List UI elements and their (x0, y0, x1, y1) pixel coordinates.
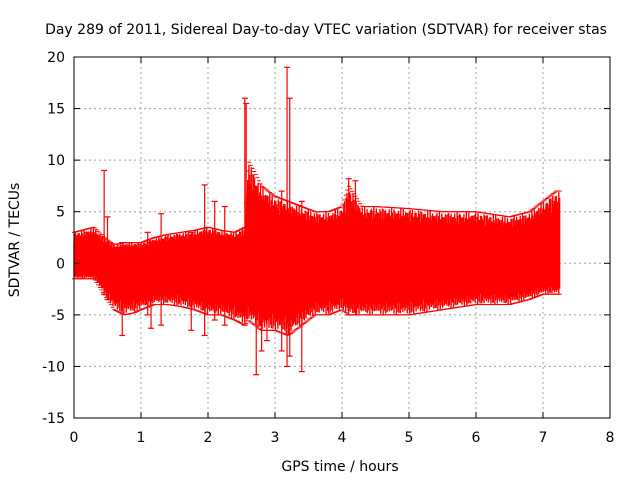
x-tick-label: 5 (405, 430, 414, 446)
y-axis-label: SDTVAR / TECUs (7, 183, 23, 298)
x-tick-label: 8 (606, 430, 615, 446)
x-tick-label: 0 (70, 430, 79, 446)
y-tick-label: 15 (47, 102, 65, 118)
y-tick-label: 0 (56, 256, 65, 272)
x-tick-label: 4 (338, 430, 347, 446)
y-tick-label: 20 (47, 50, 65, 66)
y-tick-label: 5 (56, 205, 65, 221)
x-tick-label: 3 (271, 430, 280, 446)
data-series (72, 66, 562, 376)
x-axis-label: GPS time / hours (281, 459, 398, 475)
x-tick-label: 2 (204, 430, 213, 446)
x-tick-label: 7 (539, 430, 548, 446)
y-tick-label: -5 (51, 308, 65, 324)
x-tick-label: 6 (472, 430, 481, 446)
x-tick-label: 1 (137, 430, 146, 446)
y-tick-label: -15 (42, 411, 65, 427)
chart-title: Day 289 of 2011, Sidereal Day-to-day VTE… (45, 22, 607, 38)
y-tick-label: 10 (47, 153, 65, 169)
y-tick-label: -10 (42, 359, 65, 375)
axes: 0 1 2 3 4 5 6 7 8 -15 -10 -5 0 5 10 15 20 (42, 50, 614, 446)
